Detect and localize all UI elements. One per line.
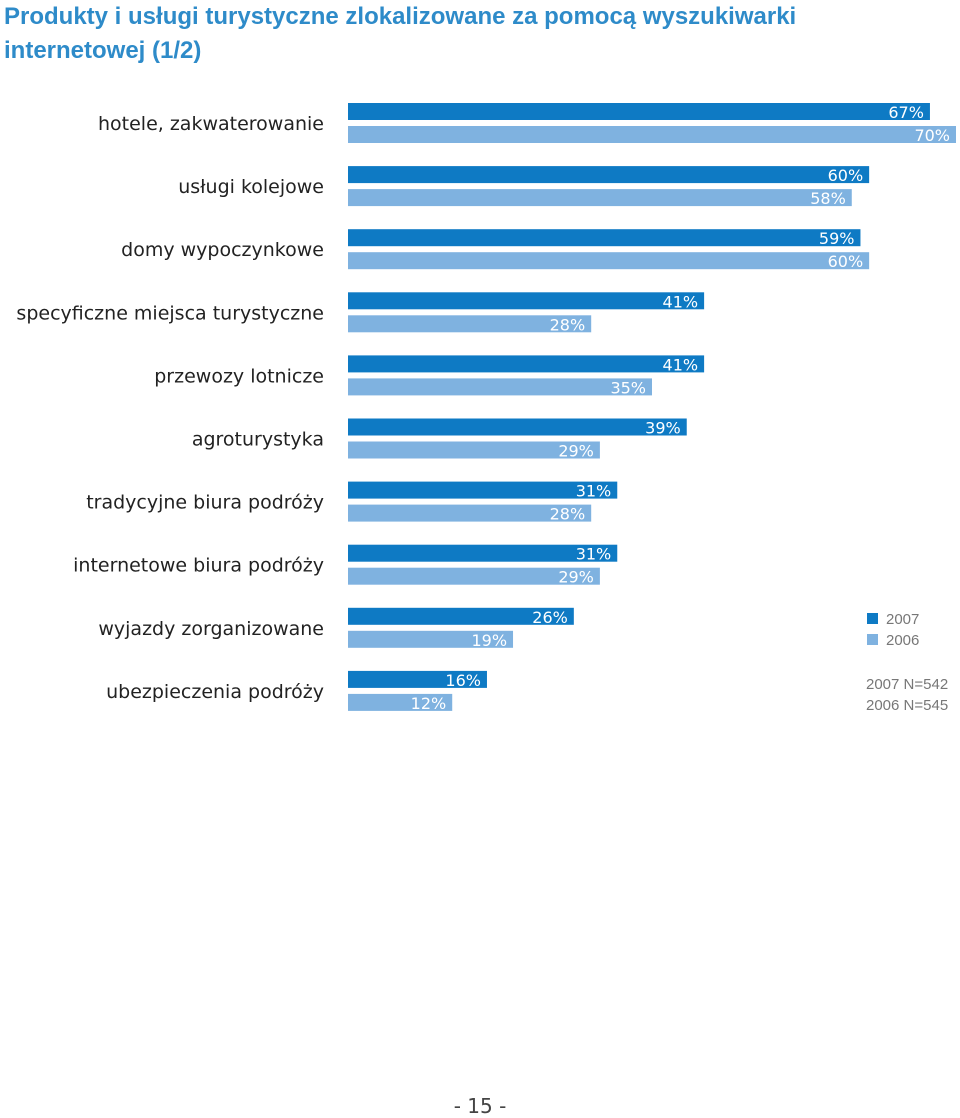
bar-2006: [348, 567, 600, 585]
data-label: 60%: [828, 166, 864, 185]
bar-2007: [348, 544, 618, 562]
bar-2007: [348, 481, 618, 499]
data-label: 28%: [550, 505, 586, 524]
bar-2007: [348, 103, 930, 120]
bar-2006: [348, 504, 592, 522]
category-label: internetowe biura podróży: [73, 555, 324, 577]
data-label: 41%: [663, 355, 699, 374]
bar-2007: [348, 670, 487, 688]
data-label: 70%: [914, 126, 950, 145]
bar-2006: [348, 252, 870, 270]
category-label: usługi kolejowe: [178, 176, 324, 198]
bar-2007: [348, 166, 870, 184]
category-label: tradycyjne biura podróży: [86, 492, 324, 514]
legend-swatch-2006: [867, 634, 878, 645]
bar-2006: [348, 378, 652, 396]
data-label: 12%: [411, 694, 447, 713]
page-title: Produkty i usługi turystyczne zlokalizow…: [4, 3, 797, 64]
data-label: 16%: [445, 671, 481, 690]
bar-2007: [348, 607, 574, 625]
category-label: ubezpieczenia podróży: [106, 681, 324, 703]
data-label: 26%: [532, 608, 568, 627]
data-label: 67%: [888, 103, 924, 122]
category-label: agroturystyka: [192, 429, 324, 451]
sample-size-note: 2007 N=542: [866, 676, 948, 693]
data-label: 60%: [828, 252, 864, 271]
legend-label-2006: 2006: [886, 632, 919, 649]
bars: 67% 70% 60% 58% 59% 60% 41% 28% 41% 35% 39% 29% 31% 2…: [348, 103, 956, 713]
data-label: 41%: [663, 292, 699, 311]
data-label: 31%: [576, 545, 612, 564]
category-label: hotele, zakwaterowanie: [98, 113, 324, 135]
data-label: 19%: [471, 631, 507, 650]
bar-2006: [348, 441, 600, 459]
bar-2006: [348, 315, 592, 333]
bar-2006: [348, 630, 514, 648]
bar-2007: [348, 292, 705, 310]
sample-size-note: 2006 N=545: [866, 697, 948, 714]
bar-2007: [348, 418, 687, 436]
category-labels: hotele, zakwaterowanie usługi kolejowe dom…: [16, 113, 324, 703]
data-label: 29%: [558, 568, 594, 587]
data-label: 28%: [550, 315, 586, 334]
data-label: 29%: [558, 442, 594, 461]
legend: 2007 2006 2007 N=542 2006 N=545: [866, 611, 948, 714]
data-label: 59%: [819, 229, 855, 248]
bar-2006: [348, 126, 956, 143]
data-label: 58%: [810, 189, 846, 208]
bar-2007: [348, 355, 705, 373]
category-label: przewozy lotnicze: [154, 365, 324, 387]
bar-2006: [348, 189, 852, 207]
data-label: 39%: [645, 419, 681, 438]
data-label: 35%: [610, 378, 646, 397]
page-number: - 15 -: [453, 1094, 507, 1118]
legend-swatch-2007: [867, 613, 878, 624]
data-label: 31%: [576, 482, 612, 501]
category-label: wyjazdy zorganizowane: [98, 618, 324, 640]
category-label: specyficzne miejsca turystyczne: [16, 302, 324, 324]
legend-label-2007: 2007: [886, 611, 919, 628]
bar-2006: [348, 693, 453, 711]
bar-2007: [348, 229, 861, 247]
category-label: domy wypoczynkowe: [121, 239, 324, 261]
